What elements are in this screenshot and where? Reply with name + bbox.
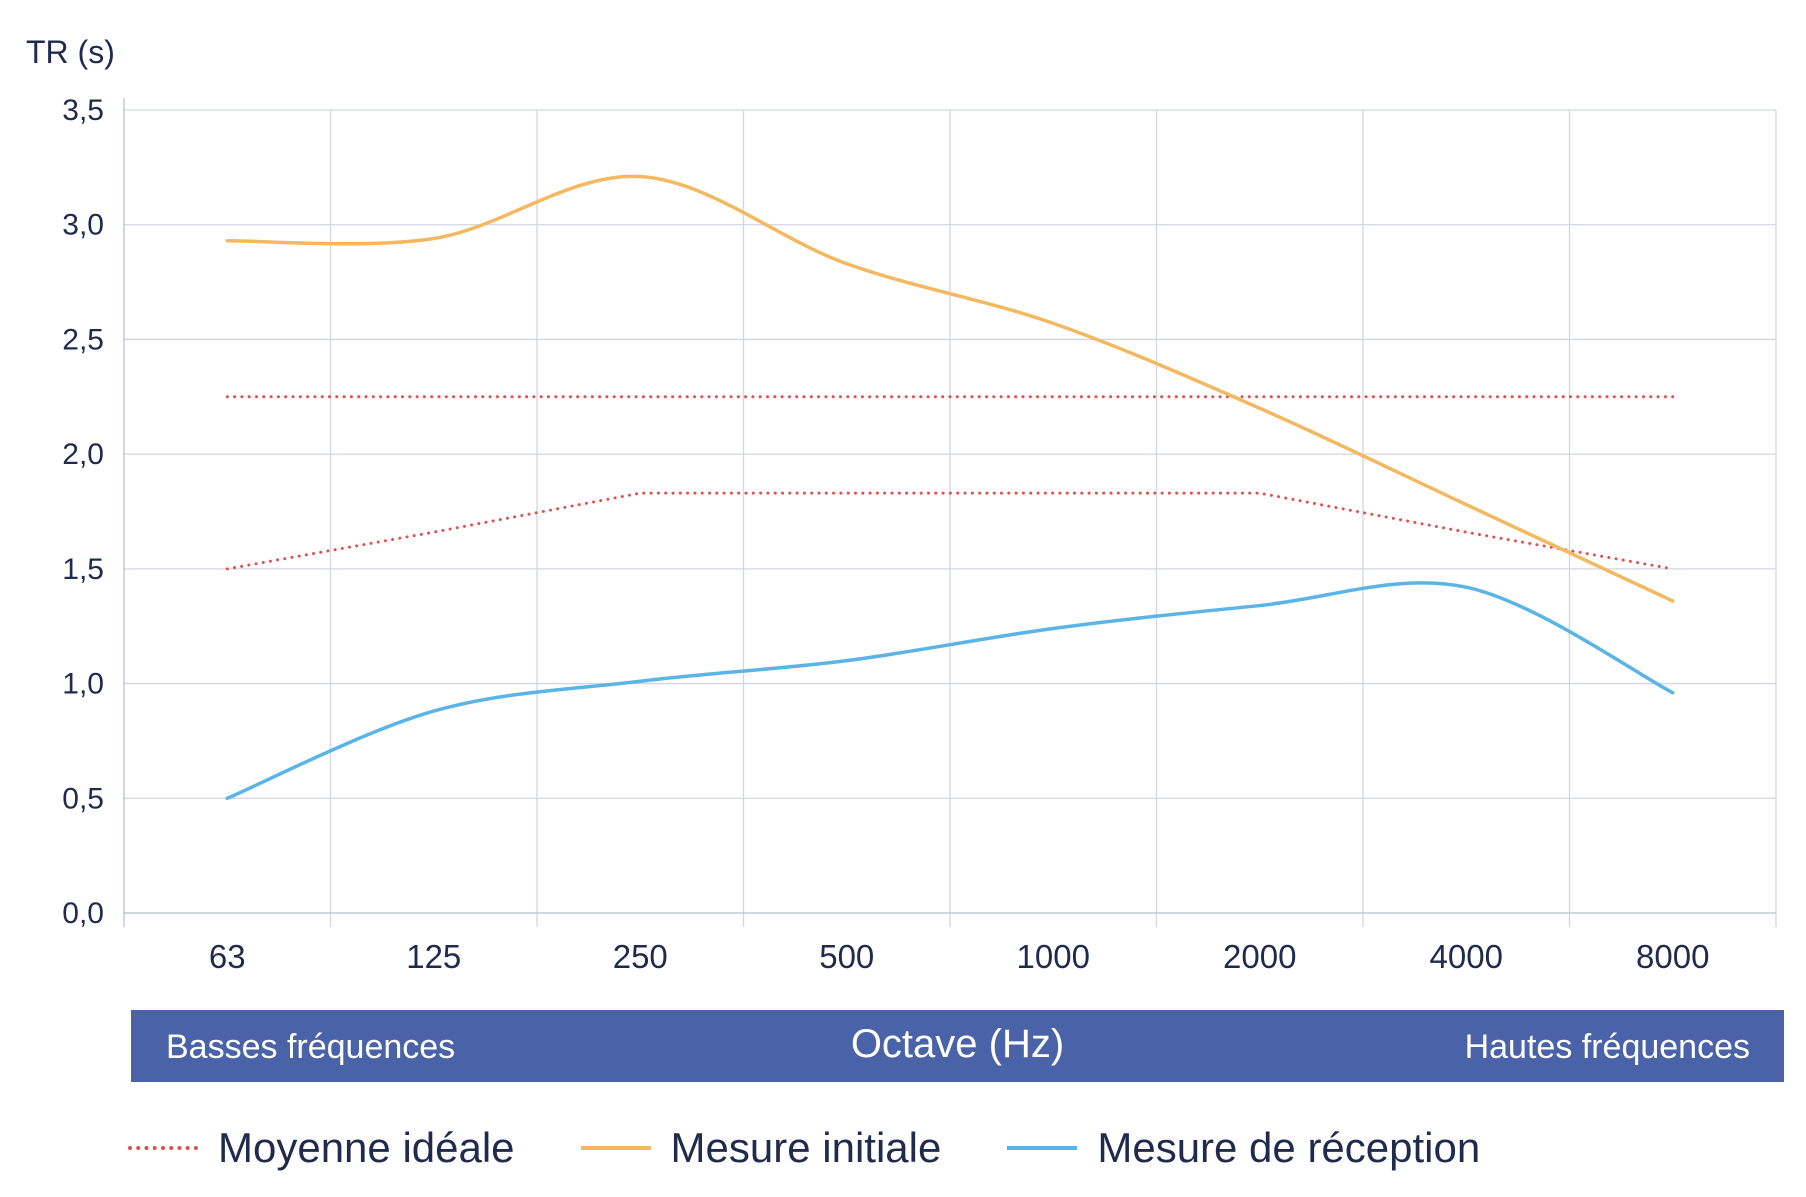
- y-tick-label: 3,0: [62, 209, 104, 242]
- grid: [123, 98, 1777, 927]
- y-tick-labels: 0,0 0,5 1,0 1,5 2,0 2,5 3,0 3,5: [62, 94, 104, 930]
- legend-item-ideal: Moyenne idéale: [128, 1124, 515, 1172]
- legend-swatch-ideal: [128, 1146, 198, 1150]
- y-tick-label: 0,0: [62, 897, 104, 930]
- y-tick-label: 1,0: [62, 668, 104, 701]
- legend-label-reception: Mesure de réception: [1097, 1124, 1481, 1171]
- x-tick-label: 2000: [1223, 938, 1296, 975]
- legend: Moyenne idéale Mesure initiale Mesure de…: [128, 1120, 1546, 1176]
- x-tick-label: 4000: [1430, 938, 1503, 975]
- y-tick-label: 0,5: [62, 782, 104, 815]
- y-tick-label: 1,5: [62, 553, 104, 586]
- x-tick-label: 500: [819, 938, 874, 975]
- band-low-frequencies: Basses fréquences: [166, 1028, 456, 1066]
- legend-label-initial: Mesure initiale: [670, 1124, 942, 1171]
- y-tick-label: 3,5: [62, 94, 104, 127]
- x-tick-label: 125: [406, 938, 461, 975]
- legend-swatch-initial: [580, 1146, 651, 1150]
- series-line-3: [225, 581, 1675, 801]
- band-high-frequencies: Hautes fréquences: [1464, 1028, 1750, 1066]
- series-line-2: [225, 174, 1675, 603]
- series-lines: [225, 174, 1675, 801]
- x-axis-band: Basses fréquences Octave (Hz) Hautes fré…: [131, 1010, 1784, 1082]
- legend-swatch-reception: [1007, 1146, 1078, 1150]
- y-axis-title: TR (s): [26, 34, 115, 70]
- x-tick-labels: 63 125 250 500 1000 2000 4000 8000: [209, 938, 1710, 975]
- legend-item-initial: Mesure initiale: [580, 1124, 942, 1172]
- x-tick-label: 250: [613, 938, 668, 975]
- legend-label-ideal: Moyenne idéale: [218, 1124, 515, 1171]
- y-tick-label: 2,0: [62, 438, 104, 471]
- series-line-1: [225, 491, 1675, 571]
- x-tick-label: 1000: [1017, 938, 1090, 975]
- x-axis-title: Octave (Hz): [850, 1022, 1065, 1066]
- x-tick-label: 8000: [1636, 938, 1709, 975]
- legend-item-reception: Mesure de réception: [1007, 1124, 1480, 1172]
- y-tick-label: 2,5: [62, 323, 104, 356]
- x-tick-label: 63: [209, 938, 246, 975]
